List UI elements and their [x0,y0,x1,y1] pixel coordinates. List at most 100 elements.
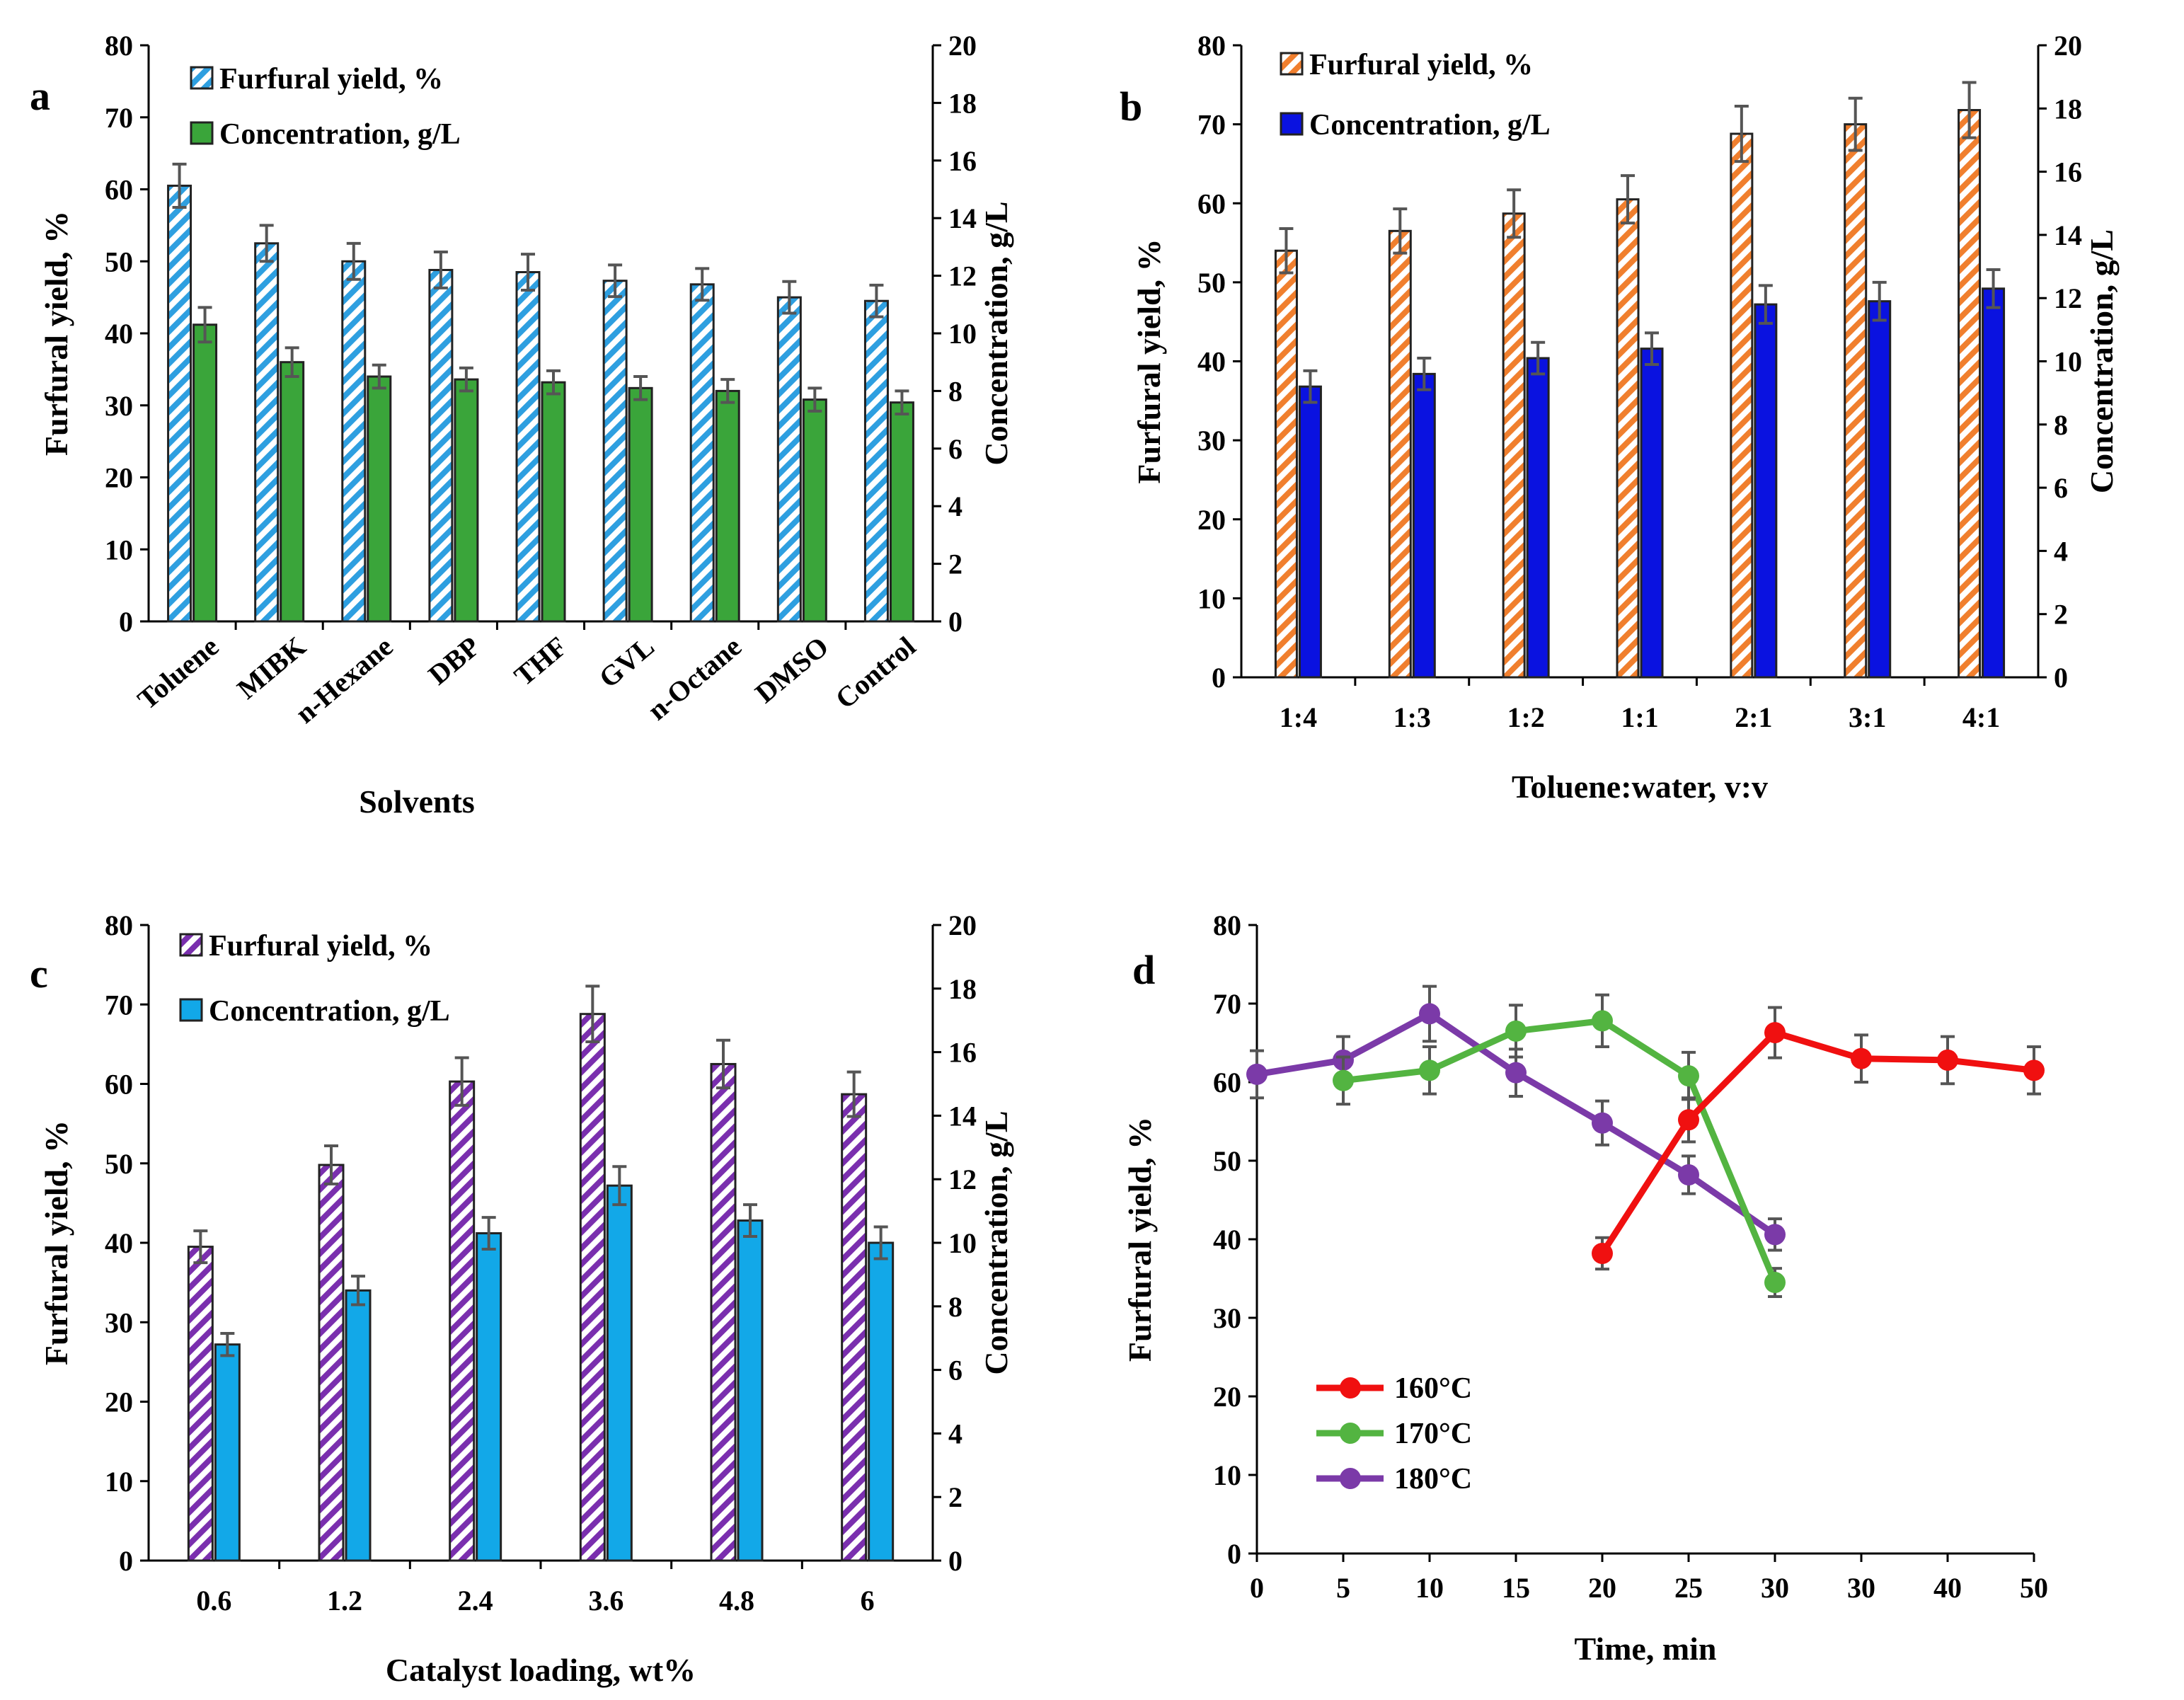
legend-marker [1340,1377,1361,1399]
y-tick-right-label: 18 [2054,93,2082,125]
y-tick-left-label: 50 [1197,267,1226,299]
x-tick-label: 1.2 [327,1585,362,1616]
y-tick-left-label: 0 [1212,662,1226,694]
bar-concentration [1982,287,2006,679]
series-point [1592,1112,1613,1134]
series-point [1678,1164,1699,1185]
panel-c: c 0 10 20 30 40 50 60 70 80 0 2 4 6 8 10 12 14 16 18 20 Furfu… [30,909,1014,1688]
legend-swatch-yield [1280,52,1304,76]
legend-swatch-yield [190,66,214,90]
y-tick-label: 50 [1213,1145,1241,1177]
legend-label-yield: Furfural yield, % [209,930,432,963]
x-tick-label: Toluene [132,630,225,716]
series-line [1599,1029,2035,1256]
y-tick-label: 30 [1213,1302,1241,1334]
panel-label: a [30,73,50,119]
x-tick-label: 5 [1336,1572,1350,1604]
bar-concentration [280,361,305,623]
y-tick-right-label: 10 [948,1227,977,1259]
series-point [1678,1109,1699,1131]
bar-concentration [628,386,653,623]
x-tick-label: Control [829,630,922,715]
series-point [1592,1010,1613,1032]
y-tick-left-label: 80 [1197,30,1226,62]
bar-concentration [1640,348,1664,679]
x-tick-label: 1:2 [1507,701,1544,733]
series-point [1678,1065,1699,1087]
y-tick-left-label: 20 [1197,504,1226,536]
x-tick-label: 6 [861,1585,875,1616]
y-tick-left-label: 70 [1197,109,1226,141]
bar-concentration [868,1241,895,1562]
bar-yield [689,283,715,623]
y-tick-left-label: 20 [105,462,133,494]
y-tick-left-label: 20 [105,1386,133,1418]
y-tick-left-label: 10 [105,534,133,565]
y-tick-right-label: 2 [2054,599,2068,631]
bar-concentration [606,1184,633,1562]
legend-label-concentration: Concentration, g/L [219,118,461,151]
bar-concentration [454,378,479,623]
x-axis-title: Time, min [1574,1631,1716,1667]
y-tick-right-label: 2 [948,549,962,580]
panel-a: a 0 10 20 30 40 50 60 70 80 0 2 4 6 8 10 12 14 16 18 20 Furfu… [30,30,1014,820]
legend-swatch-concentration [179,998,203,1022]
bar-yield [515,271,541,623]
bar-yield [863,299,889,623]
legend-marker [1340,1423,1361,1444]
y-tick-right-label: 2 [948,1481,962,1513]
bar-yield [1502,212,1526,679]
legend-label: 170°C [1394,1418,1472,1450]
y-tick-label: 70 [1213,988,1241,1020]
y-tick-left-label: 40 [1197,346,1226,378]
y-tick-right-label: 6 [948,433,962,465]
legend-marker [1340,1468,1361,1489]
bar-yield [1274,249,1298,679]
series-point [1764,1022,1786,1044]
y-tick-right-label: 12 [948,1164,977,1195]
y-tick-left-label: 70 [105,989,133,1021]
series-point [1333,1069,1354,1091]
y-tick-left-label: 50 [105,1148,133,1180]
legend-label-yield: Furfural yield, % [219,63,443,96]
legend-label-concentration: Concentration, g/L [209,995,450,1028]
panel-d: d 0 10 20 30 40 50 60 70 80 0 5 10 15 20 25 30 30 40 50 Furf… [1122,909,2048,1667]
series-point [1764,1224,1786,1246]
bar-concentration [345,1289,372,1562]
series-point [1505,1020,1527,1042]
x-tick-label: THF [508,630,573,691]
bar-concentration [214,1343,241,1562]
x-tick-label: 2:1 [1735,701,1772,733]
y-tick-right-label: 0 [948,1545,962,1577]
y-tick-label: 40 [1213,1224,1241,1256]
series-point [1419,1003,1440,1025]
series-point [1419,1059,1440,1081]
x-tick-label: 30 [1761,1572,1789,1604]
legend-label-concentration: Concentration, g/L [1309,109,1551,142]
x-tick-label: DMSO [749,630,834,709]
y-tick-left-label: 40 [105,1227,133,1259]
y-tick-left-label: 60 [1197,188,1226,219]
y-tick-left-label: 80 [105,909,133,941]
x-tick-label: 15 [1502,1572,1530,1604]
y-tick-right-label: 20 [948,909,977,941]
y-tick-right-label: 8 [2054,409,2068,441]
y-tick-right-label: 12 [2054,282,2082,314]
x-tick-label: 50 [2020,1572,2048,1604]
panel-label: d [1132,947,1155,993]
x-tick-label: n-Hexane [289,630,399,729]
bar-yield [341,260,367,623]
y-tick-right-label: 20 [2054,30,2082,62]
panel-label: c [30,950,48,997]
y-axis-title: Furfural yield, % [1122,1117,1158,1362]
y-tick-right-label: 8 [948,1291,962,1323]
y-tick-right-label: 16 [2054,156,2082,188]
bar-concentration [476,1232,502,1562]
y-tick-right-label: 14 [948,1100,977,1132]
x-tick-label: 20 [1588,1572,1616,1604]
bar-yield [1844,123,1868,679]
y-tick-left-label: 10 [1197,582,1226,614]
bar-yield [579,1013,606,1562]
x-tick-label: 10 [1415,1572,1444,1604]
